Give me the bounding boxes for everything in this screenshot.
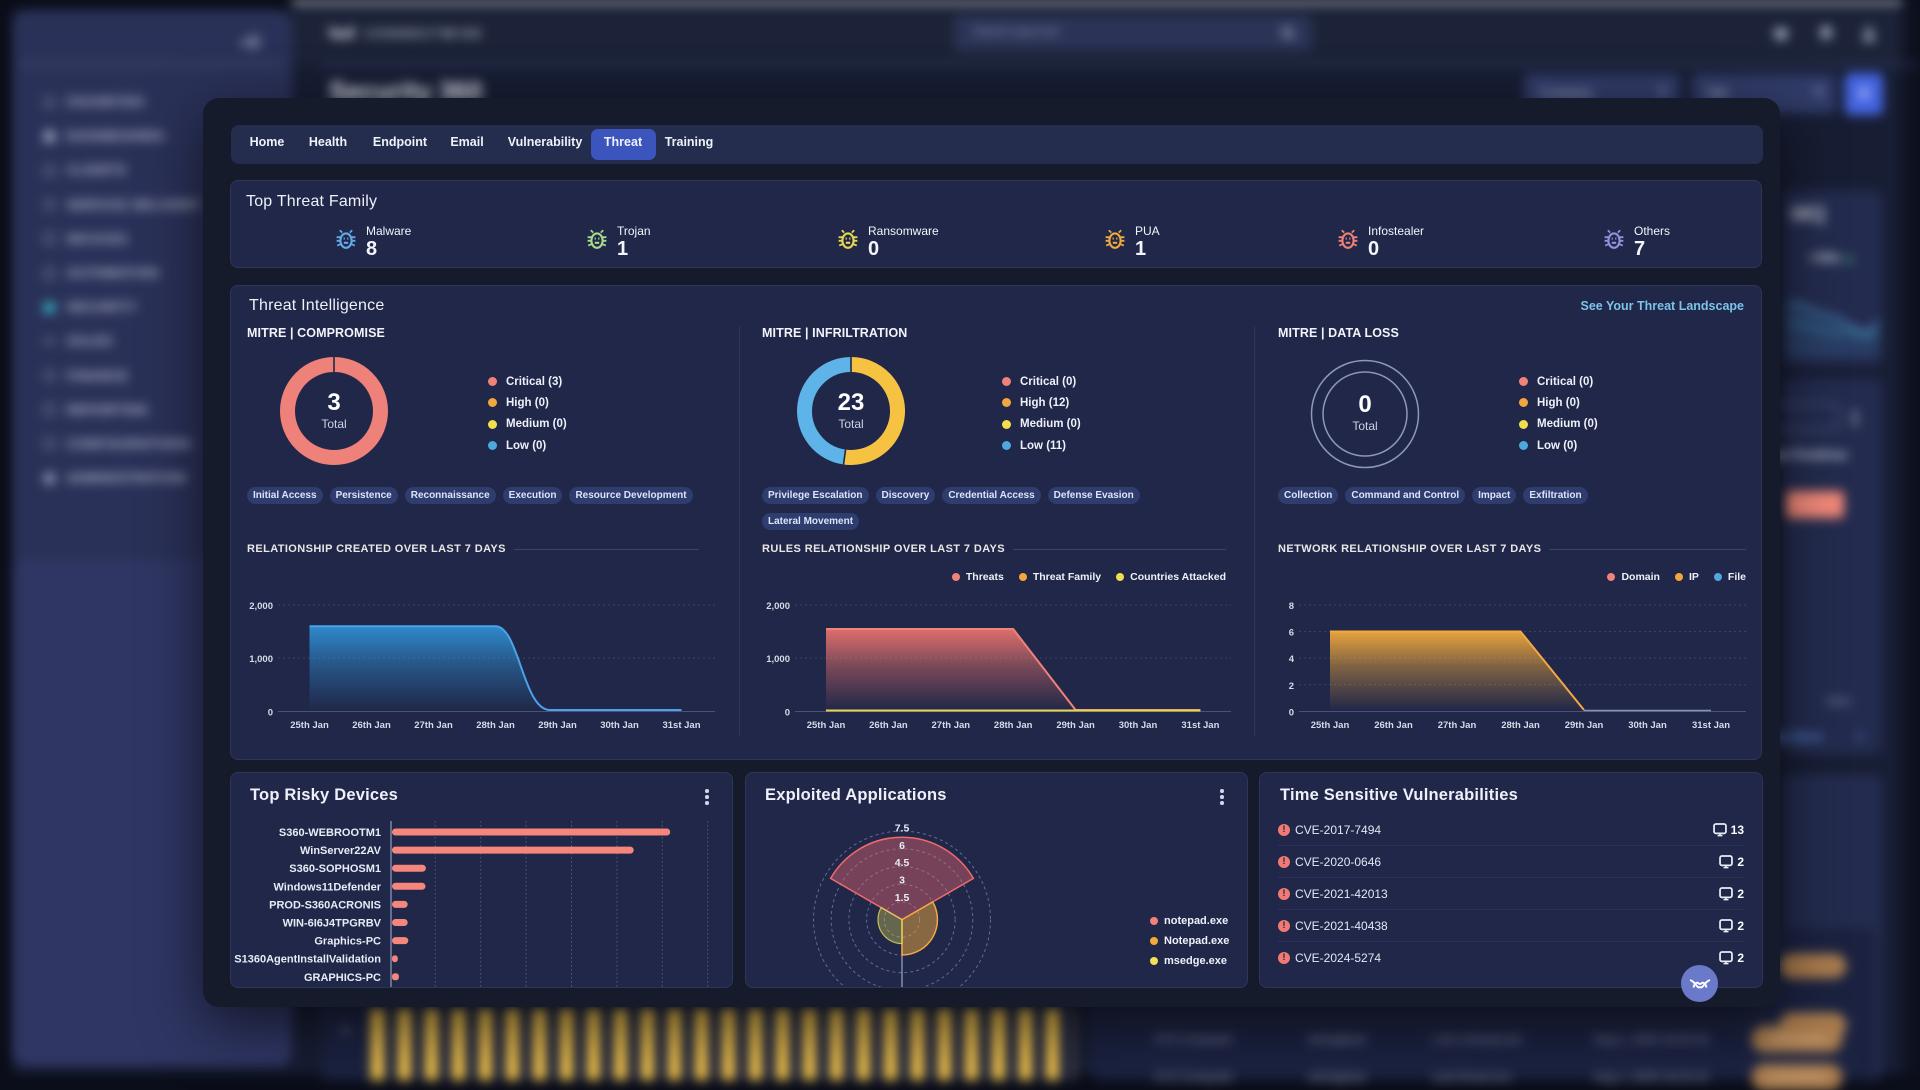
svg-text:30th Jan: 30th Jan: [1119, 720, 1158, 731]
svg-text:1.5: 1.5: [895, 892, 910, 904]
svg-text:26th Jan: 26th Jan: [1374, 720, 1413, 731]
svg-text:31st Jan: 31st Jan: [662, 720, 700, 731]
svg-text:25th Jan: 25th Jan: [1311, 720, 1350, 731]
svg-text:28th Jan: 28th Jan: [1501, 720, 1540, 731]
svg-text:29th Jan: 29th Jan: [538, 720, 577, 731]
svg-text:1,000: 1,000: [249, 654, 273, 665]
svg-text:2,000: 2,000: [249, 601, 273, 612]
svg-text:28th Jan: 28th Jan: [476, 720, 515, 731]
svg-text:28th Jan: 28th Jan: [994, 720, 1033, 731]
svg-text:0: 0: [1289, 708, 1294, 719]
svg-text:1,000: 1,000: [766, 654, 790, 665]
svg-text:29th Jan: 29th Jan: [1565, 720, 1604, 731]
svg-text:PROD-S360ACRONIS: PROD-S360ACRONIS: [269, 899, 381, 911]
svg-text:30th Jan: 30th Jan: [600, 720, 639, 731]
svg-text:4: 4: [1289, 654, 1295, 665]
svg-text:S360-SOPHOSM1: S360-SOPHOSM1: [289, 863, 381, 875]
svg-text:7.5: 7.5: [895, 822, 910, 834]
svg-text:26th Jan: 26th Jan: [869, 720, 908, 731]
svg-text:27th Jan: 27th Jan: [1438, 720, 1477, 731]
svg-text:6: 6: [1289, 628, 1294, 639]
svg-text:2: 2: [1289, 681, 1294, 692]
svg-text:S360-WEBROOTM1: S360-WEBROOTM1: [279, 827, 381, 839]
svg-text:4.5: 4.5: [895, 857, 910, 869]
svg-text:GRAPHICS-PC: GRAPHICS-PC: [304, 972, 381, 984]
svg-text:2,000: 2,000: [766, 601, 790, 612]
svg-text:25th Jan: 25th Jan: [807, 720, 846, 731]
svg-text:27th Jan: 27th Jan: [932, 720, 971, 731]
svg-text:26th Jan: 26th Jan: [352, 720, 391, 731]
svg-text:Graphics-PC: Graphics-PC: [314, 936, 381, 948]
svg-text:31st Jan: 31st Jan: [1692, 720, 1730, 731]
svg-text:25th Jan: 25th Jan: [290, 720, 329, 731]
svg-text:29th Jan: 29th Jan: [1056, 720, 1095, 731]
svg-text:WIN-6I6J4TPGRBV: WIN-6I6J4TPGRBV: [283, 918, 382, 930]
svg-text:8: 8: [1289, 601, 1294, 612]
svg-text:30th Jan: 30th Jan: [1628, 720, 1667, 731]
svg-text:3: 3: [899, 875, 905, 887]
svg-text:S1360AgentInstallValidation: S1360AgentInstallValidation: [234, 954, 381, 966]
svg-text:WinServer22AV: WinServer22AV: [300, 845, 382, 857]
svg-text:Windows11Defender: Windows11Defender: [274, 881, 382, 893]
svg-text:0: 0: [785, 708, 790, 719]
svg-text:0: 0: [268, 708, 273, 719]
svg-text:27th Jan: 27th Jan: [414, 720, 453, 731]
svg-text:6: 6: [899, 840, 905, 852]
svg-text:31st Jan: 31st Jan: [1181, 720, 1219, 731]
